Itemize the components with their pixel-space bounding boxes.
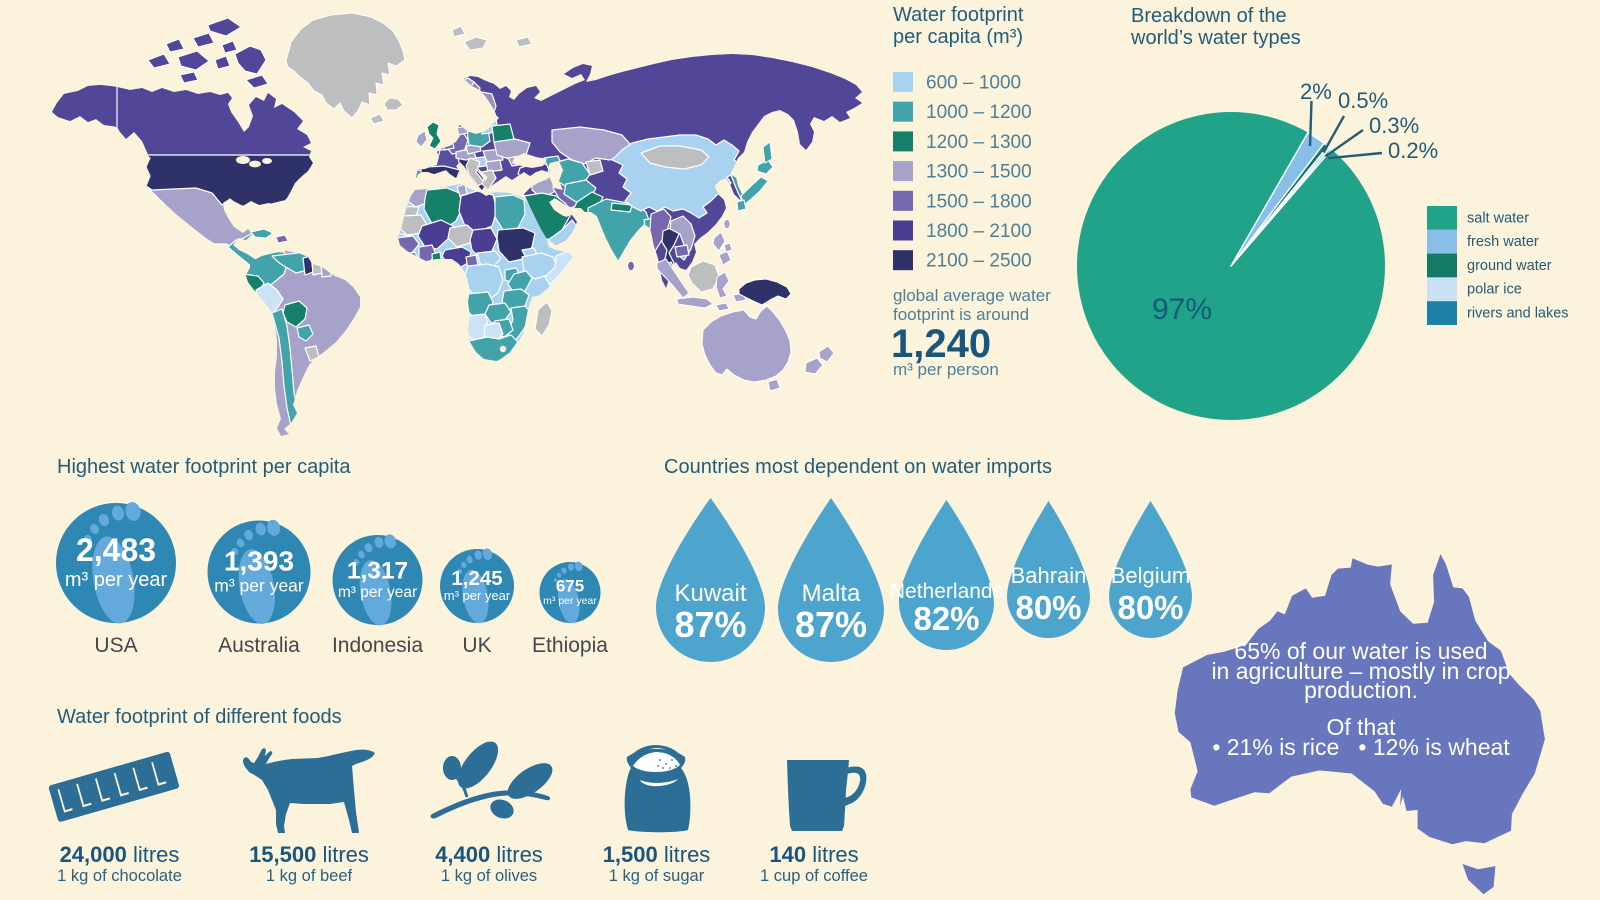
svg-text:1200 – 1300: 1200 – 1300 bbox=[926, 132, 1032, 153]
svg-text:m³ per year: m³ per year bbox=[444, 588, 511, 603]
svg-text:1 kg of sugar: 1 kg of sugar bbox=[609, 867, 705, 885]
svg-text:0.3%: 0.3% bbox=[1369, 113, 1419, 138]
svg-text:1,500 litres: 1,500 litres bbox=[603, 842, 711, 867]
svg-text:polar ice: polar ice bbox=[1467, 282, 1522, 298]
svg-text:97%: 97% bbox=[1152, 293, 1212, 326]
svg-text:1 kg of olives: 1 kg of olives bbox=[441, 867, 537, 885]
svg-text:1 kg of chocolate: 1 kg of chocolate bbox=[57, 867, 182, 885]
svg-text:ground water: ground water bbox=[1467, 258, 1552, 274]
svg-text:80%: 80% bbox=[1117, 589, 1183, 626]
svg-text:Australia: Australia bbox=[218, 634, 300, 657]
svg-text:Netherlands: Netherlands bbox=[890, 580, 1003, 603]
svg-text:15,500 litres: 15,500 litres bbox=[249, 842, 369, 867]
svg-text:m³ per year: m³ per year bbox=[543, 595, 597, 607]
svg-text:65% of our water is used: 65% of our water is used bbox=[1234, 638, 1487, 664]
svg-text:600 – 1000: 600 – 1000 bbox=[926, 73, 1021, 94]
svg-text:87%: 87% bbox=[674, 604, 746, 645]
svg-text:Belgium: Belgium bbox=[1111, 563, 1190, 588]
svg-text:fresh water: fresh water bbox=[1467, 234, 1539, 250]
svg-text:82%: 82% bbox=[913, 600, 979, 637]
svg-text:Breakdown of the: Breakdown of the bbox=[1131, 5, 1287, 27]
svg-text:Kuwait: Kuwait bbox=[674, 580, 746, 607]
svg-text:Of that: Of that bbox=[1326, 714, 1396, 740]
svg-text:Malta: Malta bbox=[802, 580, 861, 607]
svg-text:2%: 2% bbox=[1300, 79, 1332, 104]
svg-text:m³ per year: m³ per year bbox=[338, 584, 417, 601]
svg-text:Indonesia: Indonesia bbox=[332, 634, 423, 657]
svg-text:24,000 litres: 24,000 litres bbox=[60, 842, 180, 867]
svg-text:Bahrain: Bahrain bbox=[1011, 563, 1087, 588]
svg-text:1 kg of beef: 1 kg of beef bbox=[266, 867, 353, 885]
svg-text:1 cup of coffee: 1 cup of coffee bbox=[760, 867, 868, 885]
svg-text:1300 – 1500: 1300 – 1500 bbox=[926, 162, 1032, 183]
svg-text:world’s water types: world’s water types bbox=[1130, 27, 1301, 49]
svg-text:per capita (m³): per capita (m³) bbox=[893, 26, 1023, 48]
svg-text:Water footprint of different f: Water footprint of different foods bbox=[57, 706, 342, 728]
svg-text:salt water: salt water bbox=[1467, 210, 1529, 226]
svg-text:Water footprint: Water footprint bbox=[893, 4, 1024, 26]
svg-text:• 21% is rice • 12% is wheat: • 21% is rice • 12% is wheat bbox=[1212, 734, 1510, 760]
svg-text:production.: production. bbox=[1304, 677, 1418, 703]
svg-text:Highest water footprint per ca: Highest water footprint per capita bbox=[57, 456, 351, 478]
svg-text:in agriculture – mostly in cro: in agriculture – mostly in crop bbox=[1211, 658, 1510, 684]
svg-text:0.5%: 0.5% bbox=[1338, 88, 1388, 113]
svg-text:0.2%: 0.2% bbox=[1388, 138, 1438, 163]
svg-text:m³ per year: m³ per year bbox=[65, 569, 168, 591]
svg-text:global average water: global average water bbox=[893, 286, 1051, 305]
svg-text:1500 – 1800: 1500 – 1800 bbox=[926, 191, 1032, 212]
svg-text:87%: 87% bbox=[795, 604, 867, 645]
svg-text:1,240: 1,240 bbox=[891, 322, 991, 366]
svg-text:1,245: 1,245 bbox=[451, 567, 502, 590]
svg-text:140 litres: 140 litres bbox=[769, 842, 858, 867]
svg-text:4,400 litres: 4,400 litres bbox=[435, 842, 543, 867]
svg-text:UK: UK bbox=[462, 634, 491, 657]
svg-text:675: 675 bbox=[556, 577, 584, 596]
svg-text:rivers and lakes: rivers and lakes bbox=[1467, 306, 1569, 322]
svg-text:m³ per person: m³ per person bbox=[893, 360, 999, 379]
svg-text:USA: USA bbox=[94, 634, 137, 657]
svg-text:Countries most dependent on wa: Countries most dependent on water import… bbox=[664, 456, 1052, 478]
svg-text:1800 – 2100: 1800 – 2100 bbox=[926, 221, 1032, 242]
svg-text:80%: 80% bbox=[1015, 589, 1081, 626]
svg-text:2100 – 2500: 2100 – 2500 bbox=[926, 251, 1032, 272]
svg-text:1000 – 1200: 1000 – 1200 bbox=[926, 102, 1032, 123]
svg-text:Ethiopia: Ethiopia bbox=[532, 634, 608, 657]
svg-text:1,317: 1,317 bbox=[347, 558, 408, 585]
svg-text:1,393: 1,393 bbox=[224, 545, 294, 576]
svg-text:footprint is around: footprint is around bbox=[893, 305, 1029, 324]
svg-text:2,483: 2,483 bbox=[76, 532, 156, 568]
svg-text:m³ per year: m³ per year bbox=[214, 576, 304, 596]
